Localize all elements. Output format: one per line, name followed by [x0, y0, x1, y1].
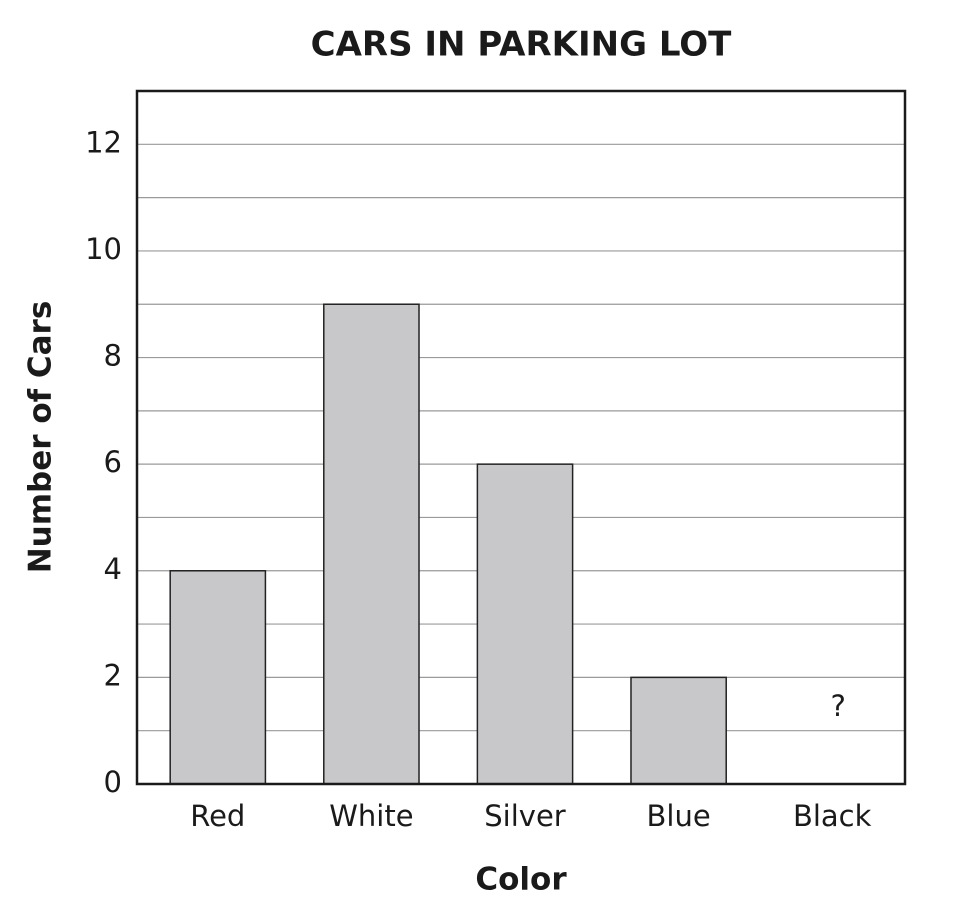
- x-tick-label: White: [329, 799, 413, 833]
- y-tick-label: 0: [104, 765, 122, 799]
- y-tick-label: 4: [104, 552, 122, 586]
- bar: [630, 676, 727, 785]
- chart-title: CARS IN PARKING LOT: [311, 25, 733, 65]
- x-tick-label: Black: [793, 799, 872, 833]
- x-tick-label: Red: [190, 799, 245, 833]
- plot-frame: [135, 89, 907, 786]
- bar: [169, 570, 267, 785]
- x-axis-title: Color: [475, 862, 567, 898]
- y-axis-title: Number of Cars: [23, 301, 59, 574]
- bar: [476, 463, 574, 785]
- y-tick-label: 10: [85, 232, 122, 266]
- x-tick-label: Silver: [484, 799, 566, 833]
- y-tick-label: 2: [104, 658, 122, 692]
- annotation: ?: [830, 689, 845, 723]
- y-tick-label: 8: [104, 339, 122, 373]
- x-tick-label: Blue: [647, 799, 711, 833]
- y-tick-label: 6: [104, 445, 122, 479]
- bar: [323, 303, 420, 785]
- y-tick-label: 12: [85, 125, 122, 159]
